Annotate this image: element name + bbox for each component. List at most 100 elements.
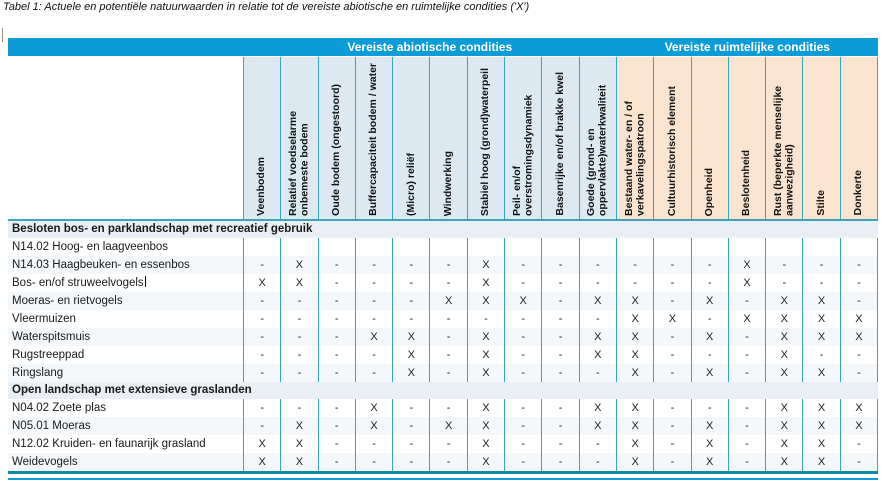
value-cell: -	[504, 274, 541, 292]
table-row: N14.03 Haagbeuken- en essenbos - X - - - - X - - -…	[8, 256, 879, 274]
value-cell: -	[243, 399, 280, 417]
value-cell: -	[541, 453, 578, 471]
value-cell: -	[392, 274, 429, 292]
value-cell: X	[466, 256, 504, 274]
column-header-label: Donkerte	[852, 170, 865, 216]
value-cell: -	[727, 417, 765, 435]
column-header: Cultuurhistorisch element	[653, 57, 691, 219]
value-cell: -	[392, 310, 429, 328]
value-cell: -	[839, 435, 879, 453]
value-cell: -	[354, 256, 392, 274]
value-cell: -	[317, 435, 355, 453]
column-header-row: Veenbodem Relatief voedselarme onbemeste …	[8, 57, 879, 219]
table-top-bar: Vereiste abiotische condities Vereiste r…	[8, 38, 878, 56]
column-header-label: Basenrijke en/of brakke kwel	[553, 72, 566, 216]
value-cell: -	[429, 310, 466, 328]
value-cell: X	[392, 364, 429, 382]
value-cell: X	[690, 453, 728, 471]
column-header: Goede (grond- en oppervlakte)waterkwalit…	[578, 57, 616, 219]
text-cursor-artifact-icon	[2, 28, 3, 42]
value-cell: -	[354, 346, 392, 364]
value-cell: X	[802, 292, 839, 310]
value-cell: -	[354, 435, 392, 453]
value-cell: -	[690, 256, 728, 274]
value-cell: X	[243, 274, 280, 292]
value-cell	[466, 238, 504, 256]
value-cell: X	[429, 417, 466, 435]
value-cell: -	[727, 435, 765, 453]
value-cell: -	[392, 256, 429, 274]
value-cell: -	[317, 417, 355, 435]
value-cell: X	[354, 417, 392, 435]
column-header-label: Veenbodem	[255, 157, 268, 216]
value-cell	[317, 238, 355, 256]
value-cell: X	[839, 399, 879, 417]
value-cell: X	[690, 328, 728, 346]
value-cell: X	[354, 328, 392, 346]
value-cell: -	[392, 292, 429, 310]
value-cell: -	[578, 274, 616, 292]
value-cell: X	[615, 346, 653, 364]
column-header: Windwerking	[429, 57, 467, 219]
value-cell: X	[802, 310, 839, 328]
table-row: Vleermuizen - - - - - - - - - - X X - X X X X	[8, 310, 879, 328]
value-cell: X	[615, 364, 653, 382]
table-caption: Tabel 1: Actuele en potentiële natuurwaa…	[3, 1, 530, 13]
value-cell: -	[653, 417, 690, 435]
column-header: Openheid	[690, 57, 728, 219]
value-cell: -	[243, 292, 280, 310]
table-row: Bos- en/of struweelvogels X X - - - - X - - - - - - X -…	[8, 274, 879, 292]
value-cell: -	[541, 399, 578, 417]
value-cell: X	[727, 256, 765, 274]
value-cell: -	[653, 435, 690, 453]
value-cell: -	[504, 417, 541, 435]
table-row: Ringslang - - - - X - X - - - X - X - X X -	[8, 364, 879, 382]
value-cell: -	[541, 328, 578, 346]
value-cell: -	[727, 399, 765, 417]
column-header: Rust (beperkte menselijke aanwezigheid)	[765, 57, 803, 219]
value-cell: X	[578, 399, 616, 417]
value-cell: -	[578, 364, 616, 382]
value-cell: -	[727, 346, 765, 364]
value-cell: X	[802, 453, 839, 471]
column-header: Peil- en/of overstromingsdynamiek	[504, 57, 542, 219]
value-cell: X	[839, 310, 879, 328]
value-cell: -	[578, 453, 616, 471]
value-cell	[765, 238, 802, 256]
value-cell: X	[615, 435, 653, 453]
value-cell: -	[317, 256, 355, 274]
column-header: Donkerte	[839, 57, 879, 219]
section-header: Besloten bos- en parklandschap met recre…	[8, 221, 878, 238]
value-cell: X	[466, 292, 504, 310]
value-cell: -	[504, 256, 541, 274]
value-cell	[615, 238, 653, 256]
value-cell: -	[354, 274, 392, 292]
value-cell	[392, 238, 429, 256]
value-cell: -	[504, 435, 541, 453]
value-cell	[541, 238, 578, 256]
value-cell: X	[765, 328, 802, 346]
value-cell: -	[765, 274, 802, 292]
value-cell: -	[392, 417, 429, 435]
value-cell: -	[504, 453, 541, 471]
row-label: Moeras- en rietvogels	[12, 295, 123, 307]
header-group-abiotic: Vereiste abiotische condities	[347, 40, 513, 54]
value-cell: -	[653, 364, 690, 382]
value-cell: X	[280, 256, 317, 274]
value-cell: X	[578, 417, 616, 435]
table-row: Moeras- en rietvogels - - - - - X X X - X X - X - X X -	[8, 292, 879, 310]
value-cell: -	[690, 346, 728, 364]
value-cell: -	[615, 274, 653, 292]
value-cell: -	[392, 435, 429, 453]
row-label: Rugstreeppad	[12, 349, 85, 361]
value-cell: -	[354, 310, 392, 328]
value-cell: X	[727, 310, 765, 328]
value-cell	[578, 238, 616, 256]
column-header: Stabiel hoog (grond)waterpeil	[466, 57, 505, 219]
value-cell: X	[802, 435, 839, 453]
header-spacer	[8, 57, 243, 219]
value-cell: -	[243, 310, 280, 328]
value-cell: -	[317, 453, 355, 471]
row-label: Vleermuizen	[12, 313, 76, 325]
value-cell: -	[504, 310, 541, 328]
